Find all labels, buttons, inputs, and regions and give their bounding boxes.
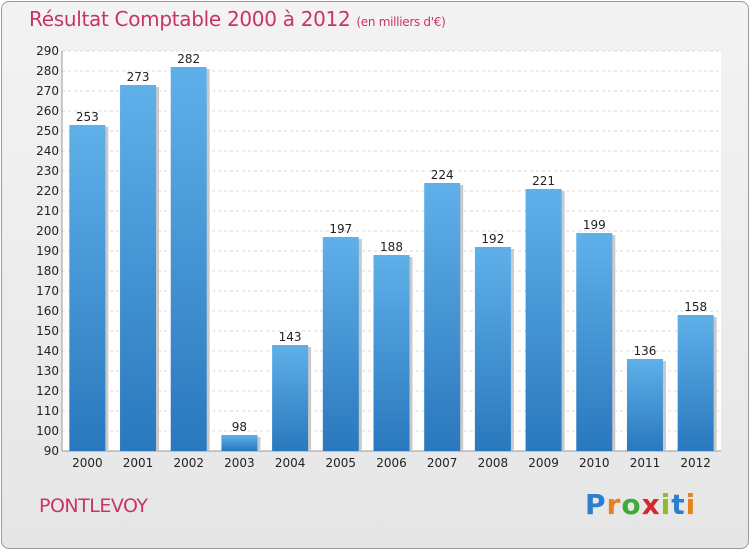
y-tick-label: 270 [36,84,59,98]
chart-title-text: Résultat Comptable 2000 à 2012 [29,7,351,31]
y-tick-label: 290 [36,44,59,58]
value-label-2009: 221 [532,174,555,188]
x-tick-label-2004: 2004 [275,456,306,470]
y-tick-label: 100 [36,424,59,438]
y-tick-label: 110 [36,404,59,418]
value-label-2007: 224 [431,168,454,182]
value-label-2005: 197 [329,222,352,236]
logo-letter: P [585,488,607,521]
bar-2012 [677,315,714,451]
y-tick-label: 200 [36,224,59,238]
x-tick-label-2003: 2003 [224,456,255,470]
x-tick-label-2010: 2010 [579,456,610,470]
value-label-2001: 273 [127,70,150,84]
y-tick-label: 190 [36,244,59,258]
bar-2006 [373,255,410,451]
y-tick-label: 240 [36,144,59,158]
logo-letter: t [671,488,686,521]
y-tick-label: 210 [36,204,59,218]
bar-2008 [474,247,511,451]
y-tick-label: 260 [36,104,59,118]
y-tick-label: 140 [36,344,59,358]
logo-letter: i [660,488,672,521]
logo-letter: r [606,488,622,521]
value-label-2003: 98 [232,420,247,434]
chart-unit-note: (en milliers d'€) [356,15,446,29]
y-tick-label: 250 [36,124,59,138]
bar-2002 [170,67,207,451]
x-tick-label-2001: 2001 [123,456,154,470]
value-label-2008: 192 [481,232,504,246]
x-tick-label-2000: 2000 [72,456,103,470]
y-tick-label: 230 [36,164,59,178]
bar-2007 [424,183,461,451]
y-tick-label: 120 [36,384,59,398]
value-label-2004: 143 [279,330,302,344]
y-tick-label: 280 [36,64,59,78]
bar-2000 [69,125,106,451]
bar-2010 [576,233,613,451]
y-tick-label: 220 [36,184,59,198]
x-tick-label-2012: 2012 [680,456,711,470]
x-tick-label-2006: 2006 [376,456,407,470]
y-tick-label: 90 [44,444,59,458]
y-tick-label: 130 [36,364,59,378]
value-label-2000: 253 [76,110,99,124]
y-tick-label: 150 [36,324,59,338]
bar-2011 [626,359,663,451]
bar-2003 [221,435,258,451]
value-label-2012: 158 [684,300,707,314]
bar-2001 [120,85,157,451]
proxiti-logo: Proxiti [585,488,696,521]
y-tick-label: 180 [36,264,59,278]
bar-2005 [322,237,359,451]
y-tick-label: 170 [36,284,59,298]
city-name: PONTLEVOY [39,495,148,517]
x-tick-label-2008: 2008 [478,456,509,470]
value-label-2002: 282 [177,52,200,66]
value-label-2006: 188 [380,240,403,254]
value-label-2011: 136 [634,344,657,358]
bar-2009 [525,189,562,451]
logo-letter: x [641,488,661,521]
logo-letter: o [621,488,642,521]
bar-2004 [272,345,309,451]
x-tick-label-2002: 2002 [173,456,204,470]
y-tick-label: 160 [36,304,59,318]
chart-title: Résultat Comptable 2000 à 2012 (en millie… [29,7,446,31]
x-tick-label-2009: 2009 [528,456,559,470]
x-tick-label-2005: 2005 [326,456,357,470]
x-tick-label-2007: 2007 [427,456,458,470]
value-label-2010: 199 [583,218,606,232]
x-tick-label-2011: 2011 [630,456,661,470]
logo-letter: i [685,488,697,521]
